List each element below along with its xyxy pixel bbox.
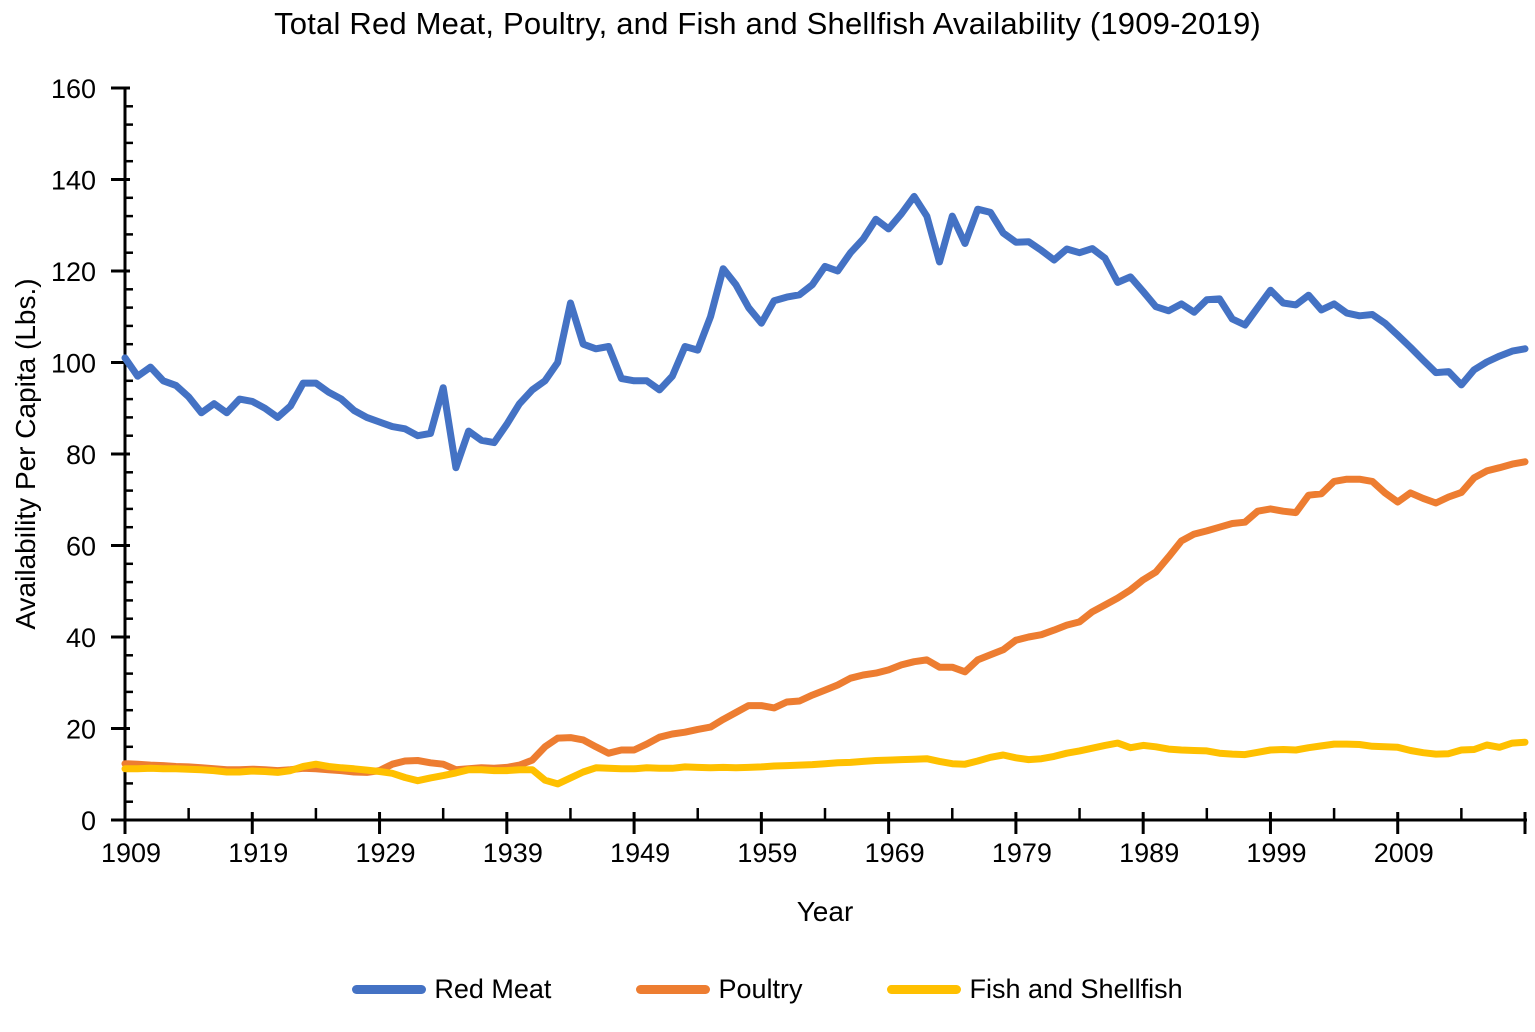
chart-title: Total Red Meat, Poultry, and Fish and Sh… (274, 6, 1261, 41)
series-line-poultry (121, 458, 1529, 776)
legend-item-fish-and-shellfish: Fish and Shellfish (887, 974, 1183, 1005)
x-axis-title: Year (796, 896, 854, 927)
legend-item-red-meat: Red Meat (352, 974, 551, 1005)
y-tick-label: 60 (66, 532, 96, 562)
legend: Red Meat Poultry Fish and Shellfish (0, 974, 1535, 1005)
x-tick-label: 1929 (356, 838, 416, 868)
y-tick-label: 40 (66, 623, 96, 653)
x-tick-label: 1979 (992, 838, 1052, 868)
y-tick-label: 160 (51, 74, 96, 104)
x-tick-label: 1959 (737, 838, 797, 868)
x-tick-label: 1969 (865, 838, 925, 868)
legend-label-poultry: Poultry (718, 974, 803, 1004)
x-tick-label: 2009 (1374, 838, 1434, 868)
y-tick-label: 20 (66, 715, 96, 745)
legend-label-fish-and-shellfish: Fish and Shellfish (969, 974, 1183, 1004)
legend-swatch-poultry (636, 985, 711, 994)
x-tick-label: 1949 (610, 838, 670, 868)
y-tick-label: 0 (81, 806, 96, 836)
legend-item-poultry: Poultry (636, 974, 802, 1005)
x-tick-label: 1909 (101, 838, 161, 868)
y-tick-label: 100 (51, 349, 96, 379)
x-tick-label: 1999 (1246, 838, 1306, 868)
y-tick-label: 140 (51, 166, 96, 196)
x-tick-label: 1919 (228, 838, 288, 868)
series-line-fish-and-shellfish (121, 738, 1529, 788)
y-tick-label: 80 (66, 440, 96, 470)
y-tick-label: 120 (51, 257, 96, 287)
legend-swatch-red-meat (352, 985, 427, 994)
x-tick-label: 1939 (483, 838, 543, 868)
x-tick-label: 1989 (1119, 838, 1179, 868)
legend-label-red-meat: Red Meat (434, 974, 552, 1004)
legend-swatch-fish-and-shellfish (887, 985, 962, 994)
series-line-red-meat (121, 192, 1529, 472)
